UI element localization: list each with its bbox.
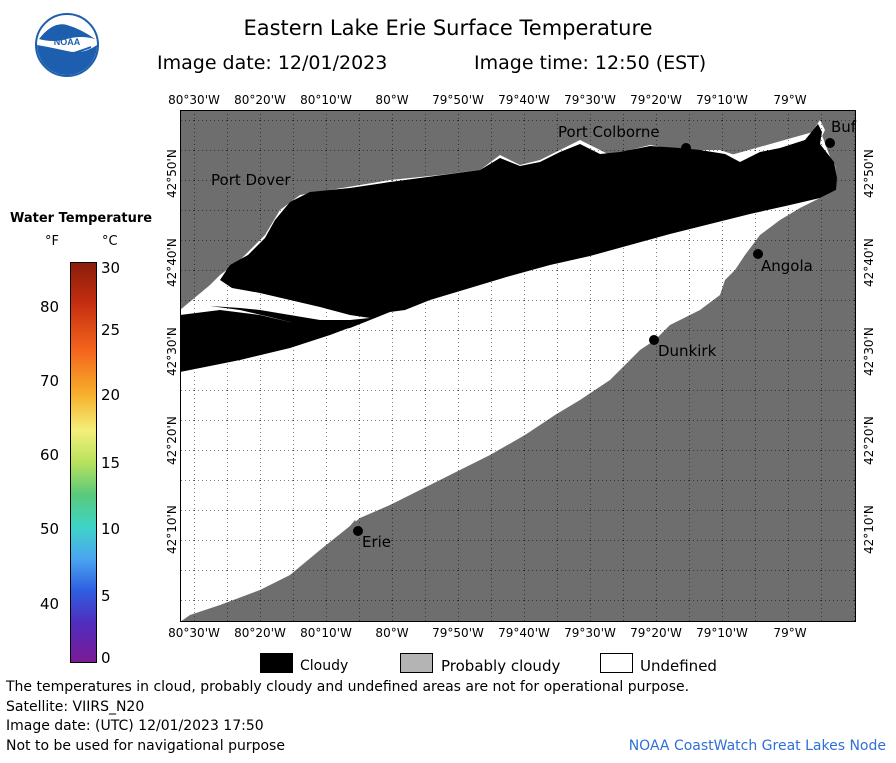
lon-label-top: 80°10'W [300, 93, 352, 107]
colorbar-unit-f: °F [45, 234, 59, 249]
colorbar-tick-c: 20 [101, 386, 121, 404]
colorbar-unit-c: °C [102, 234, 118, 249]
noaa-logo-text: NOAA [54, 37, 81, 47]
lat-label-right: 42°20'N [862, 416, 876, 465]
lon-label-bottom: 79°50'W [432, 626, 484, 640]
lat-label-left: 42°10'N [165, 505, 179, 554]
lon-label-bottom: 80°10'W [300, 626, 352, 640]
colorbar-tick-f: 70 [40, 372, 60, 390]
image-time: Image time: 12:50 (EST) [474, 52, 707, 74]
lon-label-bottom: 79°20'W [630, 626, 682, 640]
colorbar-tick-f: 50 [40, 520, 60, 538]
lon-label-top: 80°20'W [234, 93, 286, 107]
lon-label-bottom: 80°W [375, 626, 409, 640]
legend-label-probably-cloudy: Probably cloudy [441, 657, 561, 675]
colorbar-tick-c: 10 [101, 520, 121, 538]
page-title: Eastern Lake Erie Surface Temperature [243, 16, 653, 40]
colorbar-tick-c: 25 [101, 321, 121, 339]
lon-label-bottom: 79°W [773, 626, 807, 640]
legend-swatch-cloudy [260, 653, 293, 673]
place-label-dunkirk: Dunkirk [658, 342, 717, 360]
image-date: Image date: 12/01/2023 [157, 52, 388, 74]
navigation-warning: Not to be used for navigational purpose [6, 738, 285, 754]
legend-label-undefined: Undefined [640, 657, 717, 675]
lon-label-top: 79°50'W [432, 93, 484, 107]
disclaimer-text: The temperatures in cloud, probably clou… [6, 679, 690, 695]
lat-label-left: 42°30'N [165, 327, 179, 376]
temperature-colorbar [70, 262, 97, 663]
lat-label-right: 42°10'N [862, 505, 876, 554]
city-marker-erie [353, 526, 363, 536]
satellite-text: Satellite: VIIRS_N20 [6, 699, 145, 715]
legend-label-cloudy: Cloudy [300, 658, 349, 674]
lat-lon-grid [180, 110, 856, 622]
colorbar-tick-c: 15 [101, 454, 121, 472]
credit-text: NOAA CoastWatch Great Lakes Node [628, 738, 886, 754]
lon-label-bottom: 80°30'W [168, 626, 220, 640]
lon-label-top: 79°40'W [498, 93, 550, 107]
lon-label-top: 79°W [773, 93, 807, 107]
colorbar-tick-c: 0 [101, 649, 111, 667]
lake-erie-map [180, 110, 856, 622]
legend-swatch-undefined [600, 653, 633, 673]
lat-label-left: 42°50'N [165, 149, 179, 198]
place-label-buffalo: Buf [831, 118, 857, 136]
lat-label-right: 42°50'N [862, 149, 876, 198]
lon-label-top: 80°W [375, 93, 409, 107]
colorbar-tick-f: 40 [40, 595, 60, 613]
lon-label-top: 79°10'W [696, 93, 748, 107]
noaa-logo: NOAA [35, 13, 99, 77]
map-frame [180, 110, 856, 622]
colorbar-tick-c: 5 [101, 587, 111, 605]
lon-label-bottom: 79°40'W [498, 626, 550, 640]
lon-label-bottom: 80°20'W [234, 626, 286, 640]
colorbar-title: Water Temperature [10, 211, 153, 226]
legend-swatch-probably-cloudy [400, 653, 433, 673]
place-label-port-colborne: Port Colborne [558, 123, 660, 141]
lat-label-left: 42°40'N [165, 238, 179, 287]
city-marker-angola [753, 249, 763, 259]
colorbar-tick-f: 80 [40, 298, 60, 316]
lat-label-right: 42°30'N [862, 327, 876, 376]
lon-label-bottom: 79°10'W [696, 626, 748, 640]
place-label-angola: Angola [761, 257, 813, 275]
lon-label-top: 80°30'W [168, 93, 220, 107]
city-marker-dunkirk [649, 335, 659, 345]
colorbar-tick-f: 60 [40, 446, 60, 464]
city-marker-port-colborne [681, 143, 691, 153]
utc-date-text: Image date: (UTC) 12/01/2023 17:50 [6, 718, 264, 734]
city-marker-buffalo [825, 138, 835, 148]
lat-label-right: 42°40'N [862, 238, 876, 287]
lon-label-top: 79°20'W [630, 93, 682, 107]
place-label-erie: Erie [362, 533, 392, 551]
colorbar-tick-c: 30 [101, 259, 121, 277]
lat-label-left: 42°20'N [165, 416, 179, 465]
place-label-port-dover: Port Dover [211, 171, 291, 189]
lon-label-bottom: 79°30'W [564, 626, 616, 640]
lon-label-top: 79°30'W [564, 93, 616, 107]
